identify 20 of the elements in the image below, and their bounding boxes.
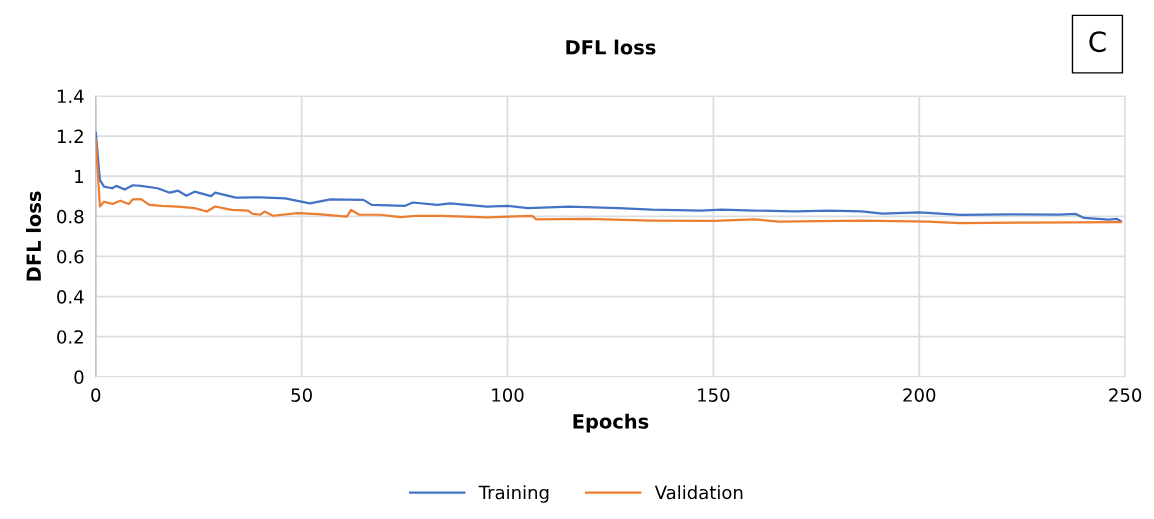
x-tick-label: 0 (91, 388, 101, 402)
text: C (1089, 31, 1106, 53)
x-tick-label: 50 (291, 388, 312, 402)
y-tick-label: 1 (75, 169, 83, 184)
x-tick-label: 250 (1109, 388, 1142, 402)
y-tick-label: 1.4 (57, 89, 84, 103)
y-tick-label: 0.8 (57, 209, 84, 224)
legend-label: Training (478, 485, 549, 503)
y-tick-label: 0 (74, 370, 84, 384)
legend-label: Validation (654, 485, 743, 500)
y-tick-label: 0.4 (57, 290, 84, 304)
y-tick-label: 1.2 (57, 129, 83, 143)
y-tick-label: 0.6 (57, 249, 84, 264)
x-axis-title: Epochs (573, 413, 649, 433)
x-tick-label: 100 (492, 388, 524, 402)
chart-title: DFL loss (566, 39, 656, 55)
x-tick-label: 150 (698, 388, 730, 402)
x-tick-label: 200 (903, 388, 936, 402)
y-axis-title: DFL loss (26, 191, 42, 281)
y-tick-label: 0.2 (57, 330, 83, 344)
